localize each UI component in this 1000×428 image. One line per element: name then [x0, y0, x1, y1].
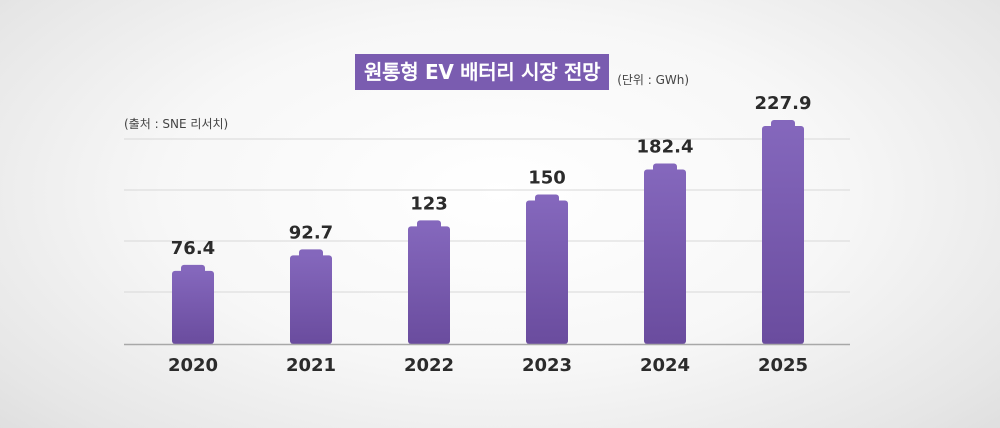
bar-2024: 182.4 — [637, 137, 694, 344]
x-tick-label: 2021 — [286, 355, 336, 376]
bar-body — [290, 255, 332, 344]
title-group: 원통형 EV 배터리 시장 전망 (단위 : GWh) — [355, 53, 689, 91]
value-label: 150 — [528, 168, 566, 189]
value-label: 76.4 — [171, 238, 215, 259]
bar-body — [408, 226, 450, 344]
x-tick-label: 2023 — [522, 355, 572, 376]
bar-body — [644, 169, 686, 344]
bars: 76.4 92.7 123 150 182.4 227.9 — [171, 93, 812, 344]
x-tick-label: 2020 — [168, 355, 218, 376]
bar-2022: 123 — [408, 193, 450, 344]
source-label: (출처 : SNE 리서치) — [124, 117, 229, 131]
chart-title: 원통형 EV 배터리 시장 전망 — [355, 54, 610, 90]
x-tick-label: 2024 — [640, 355, 690, 376]
value-label: 227.9 — [755, 93, 812, 114]
bar-body — [172, 270, 214, 344]
unit-label: (단위 : GWh) — [617, 72, 690, 87]
gridlines — [124, 138, 850, 293]
x-tick-label: 2022 — [404, 355, 454, 376]
bar-2025: 227.9 — [755, 93, 812, 344]
x-tick-label: 2025 — [758, 355, 808, 376]
x-tick-labels: 2020 2021 2022 2023 2024 2025 — [168, 355, 808, 376]
value-label: 182.4 — [637, 137, 694, 158]
bar-2021: 92.7 — [289, 222, 333, 344]
bar-2020: 76.4 — [171, 238, 215, 344]
value-label: 92.7 — [289, 222, 333, 243]
bar-body — [526, 200, 568, 344]
bar-2023: 150 — [526, 168, 568, 344]
bar-body — [762, 126, 804, 344]
value-label: 123 — [410, 193, 448, 214]
